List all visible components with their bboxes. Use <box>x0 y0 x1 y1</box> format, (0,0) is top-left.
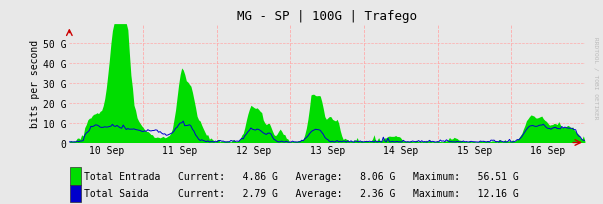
Text: Total Saida     Current:   2.79 G   Average:   2.36 G   Maximum:   12.16 G: Total Saida Current: 2.79 G Average: 2.3… <box>84 188 519 198</box>
Title: MG - SP | 100G | Trafego: MG - SP | 100G | Trafego <box>237 10 417 23</box>
Y-axis label: bits per second: bits per second <box>30 40 40 128</box>
Text: RRDTOOL / TOBI OETIKER: RRDTOOL / TOBI OETIKER <box>594 37 599 119</box>
Text: Total Entrada   Current:   4.86 G   Average:   8.06 G   Maximum:   56.51 G: Total Entrada Current: 4.86 G Average: 8… <box>84 171 519 181</box>
